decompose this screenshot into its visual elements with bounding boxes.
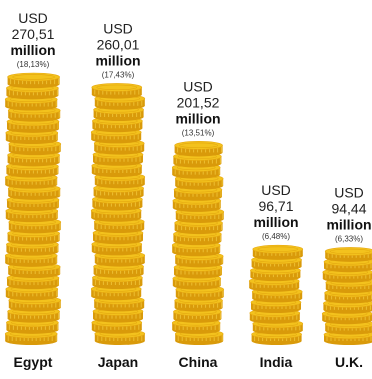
value-number: 260,01 <box>97 36 140 52</box>
unit-label: million <box>253 214 298 230</box>
category-axis: Egypt Japan China India U.K. <box>14 354 363 370</box>
share-label: (17,43%) <box>102 70 135 79</box>
share-label: (13,51%) <box>182 128 215 137</box>
currency-label: USD <box>18 10 48 26</box>
tick-label-china: China <box>179 354 218 370</box>
tick-label-egypt: Egypt <box>14 354 53 370</box>
currency-label: USD <box>183 78 213 94</box>
value-number: 96,71 <box>258 198 293 214</box>
coin-stack-egypt <box>4 72 62 345</box>
unit-label: million <box>326 216 371 232</box>
coin <box>252 244 304 260</box>
value-number: 270,51 <box>12 26 55 42</box>
value-number: 201,52 <box>177 94 220 110</box>
coin-stack-china <box>171 141 225 345</box>
coin <box>324 247 372 262</box>
coin <box>8 139 62 156</box>
share-label: (18,13%) <box>17 60 50 69</box>
share-label: (6,48%) <box>262 232 290 241</box>
coin-stack-india <box>248 244 304 345</box>
currency-label: USD <box>261 182 291 198</box>
share-label: (6,33%) <box>335 234 363 243</box>
unit-label: million <box>95 52 140 68</box>
coin <box>91 83 143 99</box>
tick-label-japan: Japan <box>98 354 138 370</box>
coin <box>174 141 223 157</box>
tick-label-india: India <box>260 354 293 370</box>
coin-stack-uk <box>321 247 372 345</box>
unit-label: million <box>10 42 55 58</box>
unit-label: million <box>175 110 220 126</box>
tick-label-uk: U.K. <box>335 354 363 370</box>
currency-label: USD <box>103 20 133 36</box>
coin <box>7 72 60 89</box>
coin-stack-japan <box>90 83 146 345</box>
coin-stacks <box>4 72 372 345</box>
value-labels: USD270,51million(18,13%)USD260,01million… <box>10 10 371 243</box>
currency-label: USD <box>334 184 364 200</box>
value-number: 94,44 <box>331 200 366 216</box>
